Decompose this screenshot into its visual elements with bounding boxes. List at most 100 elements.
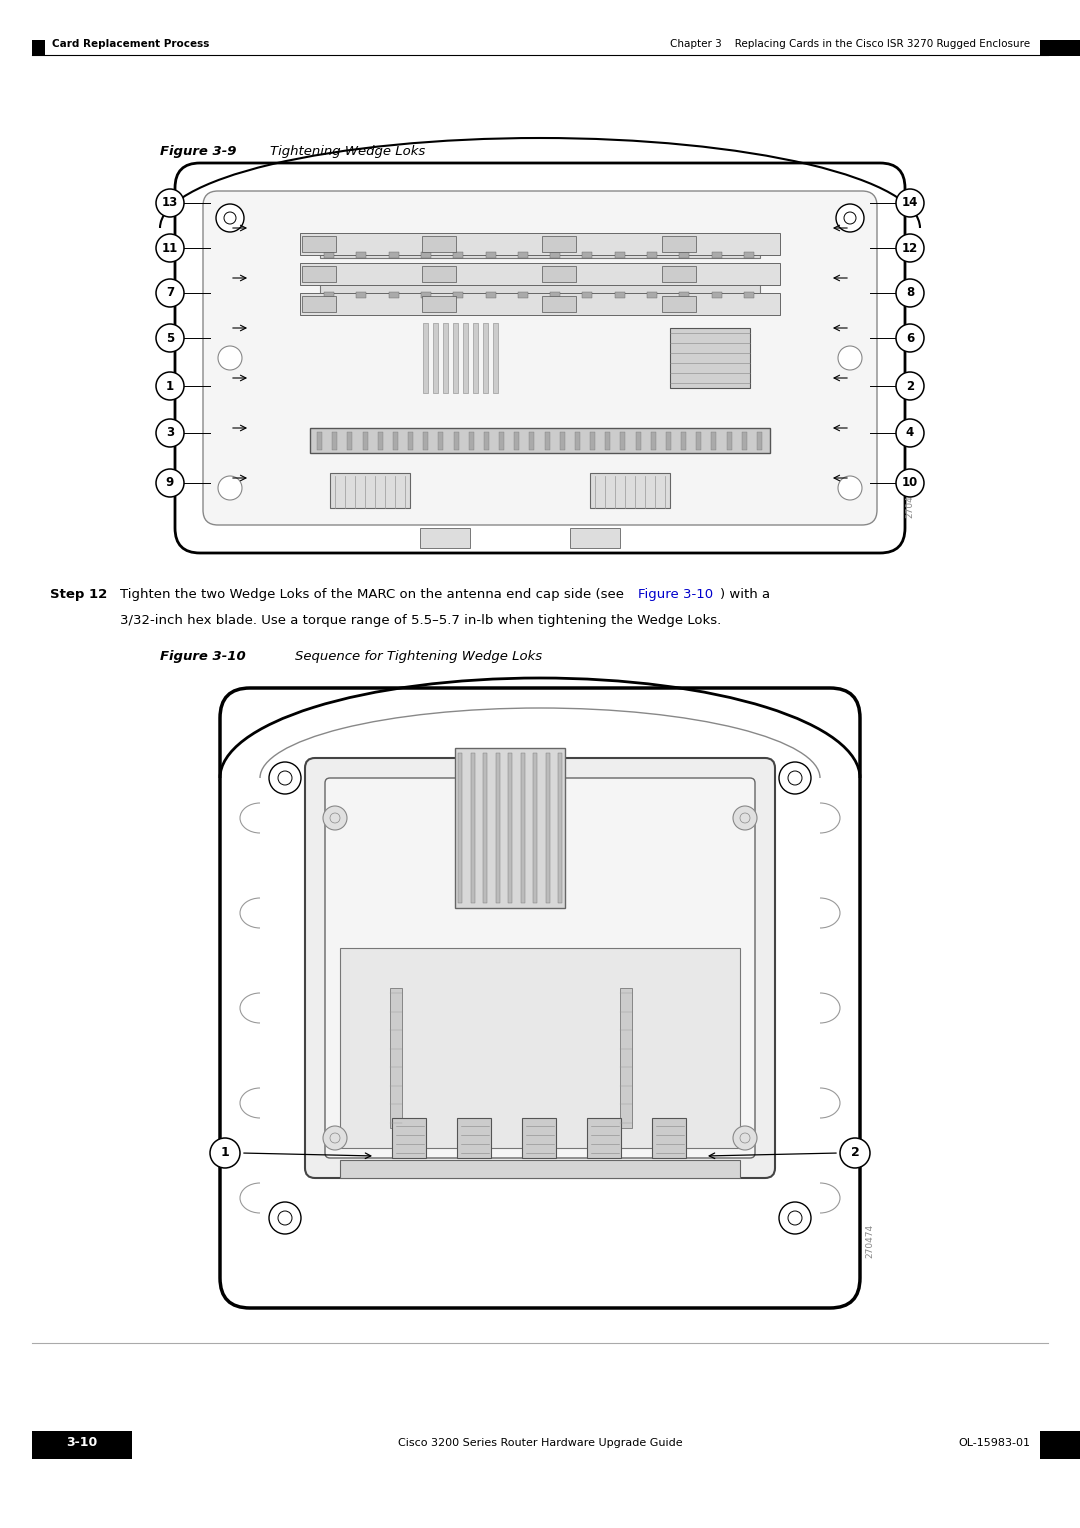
Bar <box>570 529 620 549</box>
Text: Figure 3-10: Figure 3-10 <box>638 588 713 601</box>
Bar <box>744 252 754 258</box>
Bar <box>662 266 696 283</box>
Bar <box>340 947 740 1148</box>
Bar <box>363 432 367 451</box>
FancyBboxPatch shape <box>175 163 905 553</box>
Bar <box>508 753 512 903</box>
Circle shape <box>156 419 184 448</box>
Bar <box>454 252 463 258</box>
Bar <box>457 1118 491 1158</box>
Bar <box>454 292 463 298</box>
FancyBboxPatch shape <box>305 758 775 1178</box>
Circle shape <box>896 371 924 400</box>
Bar <box>496 753 499 903</box>
Bar <box>32 40 45 57</box>
Bar <box>420 529 470 549</box>
Bar <box>727 432 731 451</box>
Circle shape <box>788 772 802 785</box>
Bar <box>582 292 593 298</box>
Bar <box>300 263 780 286</box>
Bar <box>712 292 721 298</box>
Circle shape <box>278 772 292 785</box>
Bar <box>647 292 657 298</box>
Bar <box>521 753 525 903</box>
Bar <box>652 1118 686 1158</box>
Bar <box>542 296 576 312</box>
Text: ) with a: ) with a <box>720 588 770 601</box>
Bar <box>517 252 528 258</box>
Text: 10: 10 <box>902 477 918 489</box>
Bar <box>423 432 428 451</box>
Circle shape <box>224 212 237 225</box>
Bar <box>558 753 562 903</box>
Circle shape <box>733 1126 757 1151</box>
Circle shape <box>330 813 340 824</box>
Bar <box>389 252 399 258</box>
Circle shape <box>210 1138 240 1167</box>
Bar <box>302 266 336 283</box>
Bar <box>534 753 537 903</box>
Text: 9: 9 <box>166 477 174 489</box>
Bar <box>378 432 382 451</box>
Bar <box>484 432 489 451</box>
Bar <box>1040 1432 1080 1459</box>
Text: 1: 1 <box>166 379 174 393</box>
Bar <box>483 322 488 393</box>
Bar <box>300 232 780 255</box>
Bar <box>356 252 366 258</box>
Bar <box>421 292 431 298</box>
Circle shape <box>788 1212 802 1225</box>
Bar <box>679 252 689 258</box>
Bar <box>302 235 336 252</box>
Bar <box>392 1118 426 1158</box>
Text: Figure 3-9: Figure 3-9 <box>160 145 237 157</box>
Circle shape <box>218 477 242 500</box>
Circle shape <box>740 813 750 824</box>
Text: 3/32-inch hex blade. Use a torque range of 5.5–5.7 in-lb when tightening the Wed: 3/32-inch hex blade. Use a torque range … <box>120 614 721 626</box>
Text: Sequence for Tightening Wedge Loks: Sequence for Tightening Wedge Loks <box>295 649 542 663</box>
Text: 4: 4 <box>906 426 914 440</box>
Bar <box>615 252 624 258</box>
Bar <box>458 753 462 903</box>
Bar <box>390 989 402 1128</box>
Bar <box>620 432 625 451</box>
Circle shape <box>156 280 184 307</box>
Bar <box>575 432 580 451</box>
Text: 2: 2 <box>906 379 914 393</box>
Bar <box>559 432 565 451</box>
Text: Tighten the two Wedge Loks of the MARC on the antenna end cap side (see: Tighten the two Wedge Loks of the MARC o… <box>120 588 629 601</box>
Text: 12: 12 <box>902 241 918 255</box>
Circle shape <box>896 324 924 351</box>
Bar <box>582 252 593 258</box>
Bar <box>32 1432 132 1459</box>
Circle shape <box>278 1212 292 1225</box>
Bar <box>522 1118 556 1158</box>
Circle shape <box>838 345 862 370</box>
Text: 270474: 270474 <box>865 1224 874 1258</box>
Circle shape <box>840 1138 870 1167</box>
FancyBboxPatch shape <box>325 778 755 1158</box>
Text: Chapter 3    Replacing Cards in the Cisco ISR 3270 Rugged Enclosure: Chapter 3 Replacing Cards in the Cisco I… <box>670 40 1030 49</box>
Bar <box>389 292 399 298</box>
Bar <box>324 292 334 298</box>
Bar <box>333 432 337 451</box>
Text: 5: 5 <box>166 332 174 344</box>
Bar <box>666 432 671 451</box>
Circle shape <box>896 280 924 307</box>
Text: 2: 2 <box>851 1146 860 1160</box>
Bar <box>318 432 322 451</box>
Text: 13: 13 <box>162 197 178 209</box>
Bar <box>422 296 456 312</box>
Bar <box>320 240 760 258</box>
Circle shape <box>156 324 184 351</box>
Bar <box>422 235 456 252</box>
Bar <box>408 432 413 451</box>
Circle shape <box>896 189 924 217</box>
Circle shape <box>269 762 301 795</box>
Bar <box>422 266 456 283</box>
Bar <box>744 292 754 298</box>
FancyBboxPatch shape <box>203 191 877 526</box>
Circle shape <box>156 189 184 217</box>
Bar <box>662 296 696 312</box>
Bar <box>517 292 528 298</box>
